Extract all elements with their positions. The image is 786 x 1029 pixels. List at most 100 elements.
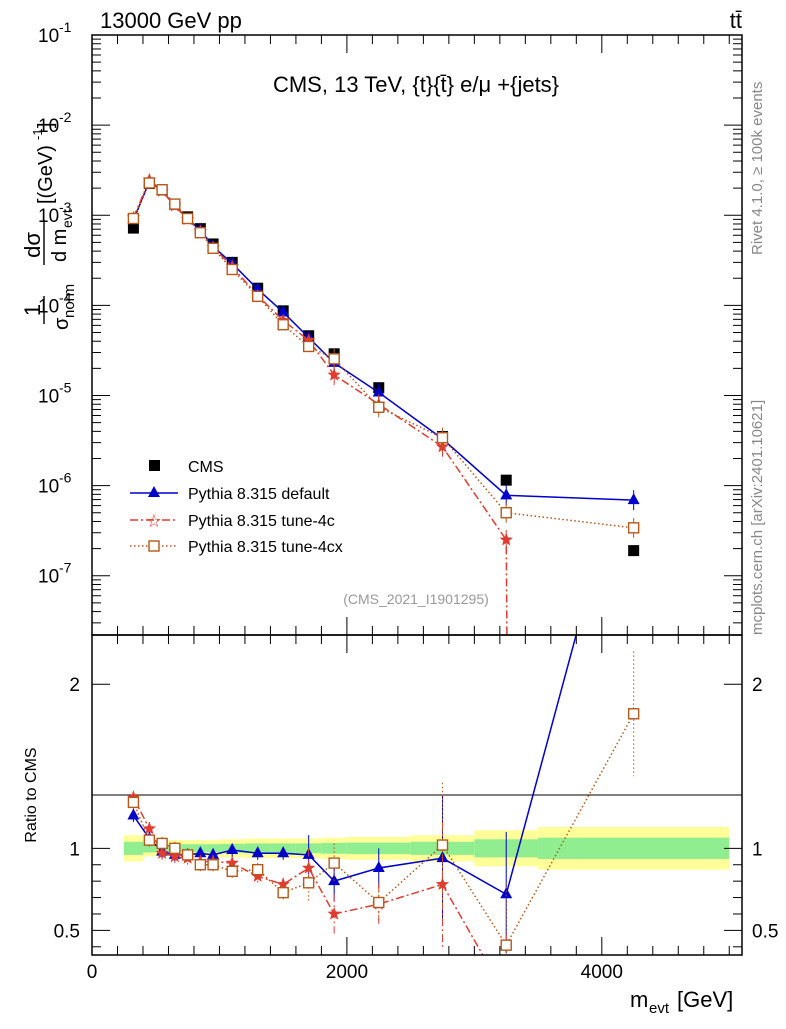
ratio-y-tick-label-right: 2 bbox=[752, 675, 763, 696]
data-point-s3-0 bbox=[127, 212, 140, 225]
svg-text:10: 10 bbox=[38, 116, 59, 137]
ratio-point-s1-9 bbox=[277, 846, 290, 858]
legend-default-marker bbox=[148, 486, 160, 497]
legend-tune4c-label: Pythia 8.315 tune-4c bbox=[188, 513, 335, 530]
svg-text:1: 1 bbox=[20, 304, 45, 316]
ratio-point-s1-5 bbox=[194, 846, 207, 858]
data-point-s3-12 bbox=[373, 401, 385, 413]
data-point-s3-14 bbox=[500, 507, 512, 519]
main-y-axis-label: 1 σ norm dσ d m evt [(GeV) -1 ] bbox=[20, 122, 78, 330]
ratio-point-s1-14 bbox=[500, 887, 513, 899]
svg-text:-1: -1 bbox=[59, 19, 72, 35]
ratio-plot-frame bbox=[91, 634, 743, 956]
ratio-y-tick-label-left: 1 bbox=[69, 839, 80, 860]
ratio-point-s3-11 bbox=[328, 857, 340, 869]
x-tick-label: 0 bbox=[87, 962, 98, 983]
ratio-point-s2-1 bbox=[142, 821, 156, 835]
ratio-point-s3-5 bbox=[194, 859, 207, 871]
ratio-point-s3-7 bbox=[226, 865, 238, 878]
x-axis-label: m evt [GeV] bbox=[630, 987, 733, 1017]
data-point-s3-4 bbox=[181, 212, 194, 225]
data-point-s3-3 bbox=[169, 198, 181, 210]
y-tick-label: 10 -3 bbox=[38, 199, 72, 227]
uncertainty-band-inner bbox=[538, 837, 730, 859]
uncertainty-band-inner bbox=[142, 844, 156, 853]
plot-title: CMS, 13 TeV, {t}{t̄} e/μ +{jets} bbox=[273, 72, 559, 97]
data-point-s3-5 bbox=[194, 227, 207, 239]
svg-text:evt: evt bbox=[59, 209, 75, 228]
y-tick-label: 10 -5 bbox=[38, 379, 72, 407]
svg-text:-5: -5 bbox=[59, 379, 72, 395]
rivet-label: Rivet 4.1.0, ≥ 100k events bbox=[749, 82, 766, 255]
ratio-point-s3-2 bbox=[156, 837, 168, 850]
series-line-3 bbox=[132, 181, 634, 529]
series-line-1 bbox=[132, 180, 634, 501]
ratio-y-axis-label: Ratio to CMS bbox=[23, 747, 40, 842]
y-tick-label: 10 -4 bbox=[38, 289, 72, 317]
svg-text:-3: -3 bbox=[59, 199, 72, 215]
svg-text:σ: σ bbox=[51, 317, 73, 330]
y-tick-label: 10 -1 bbox=[38, 19, 72, 47]
main-plot-panel: 10-110-210-310-410-510-610-7 CMS, 13 TeV… bbox=[20, 19, 743, 636]
data-point-s1-12 bbox=[372, 385, 385, 397]
legend-entry-tune4c: ☆ Pythia 8.315 tune-4c bbox=[130, 511, 335, 531]
x-tick-label: 4000 bbox=[581, 962, 623, 983]
data-point-s2-11 bbox=[327, 368, 341, 381]
ratio-point-s3-3 bbox=[169, 842, 181, 855]
ratio-point-s2-7 bbox=[225, 856, 239, 869]
legend-tune4cx-label: Pythia 8.315 tune-4cx bbox=[188, 539, 343, 556]
legend-entry-default: Pythia 8.315 default bbox=[130, 486, 330, 503]
ratio-point-s3-6 bbox=[207, 859, 219, 871]
ratio-point-s1-6 bbox=[207, 847, 220, 859]
data-point-s3-7 bbox=[226, 263, 238, 276]
ratio-point-s1-7 bbox=[226, 842, 239, 854]
svg-text:10: 10 bbox=[38, 26, 59, 47]
data-point-s1-14 bbox=[500, 488, 513, 500]
svg-text:dσ: dσ bbox=[20, 232, 45, 258]
ratio-point-s3-4 bbox=[181, 849, 194, 861]
x-tick-label: 2000 bbox=[326, 962, 368, 983]
legend-tune4cx-marker bbox=[148, 540, 160, 552]
data-point-s3-1 bbox=[143, 177, 156, 189]
ratio-point-s3-10 bbox=[302, 877, 315, 889]
ratio-y-tick-label-left: 0.5 bbox=[54, 921, 80, 942]
ratio-point-s1-12 bbox=[372, 861, 385, 873]
svg-text:norm: norm bbox=[61, 284, 78, 318]
legend-tune4c-marker: ☆ bbox=[146, 511, 162, 531]
legend-cms-label: CMS bbox=[188, 459, 224, 476]
data-point-s1-9 bbox=[277, 305, 290, 317]
svg-text:-1: -1 bbox=[30, 128, 45, 140]
ratio-plot-panel: 0.5 0.5 1 1 2 2 0 2000 4000 Ratio to CMS m evt [… bbox=[23, 634, 778, 1017]
ratio-point-s2-9 bbox=[276, 877, 290, 891]
svg-text:[(GeV): [(GeV) bbox=[35, 145, 57, 204]
y-tick-label: 10 -6 bbox=[38, 470, 72, 498]
svg-text:10: 10 bbox=[38, 296, 59, 317]
ratio-point-s2-2 bbox=[155, 846, 169, 859]
data-point-s3-15 bbox=[627, 522, 640, 534]
data-point-s2-10 bbox=[302, 333, 316, 346]
svg-text:10: 10 bbox=[38, 567, 59, 588]
ratio-point-s3-8 bbox=[251, 863, 264, 876]
svg-text:-4: -4 bbox=[59, 289, 72, 305]
data-point-s3-11 bbox=[328, 353, 340, 365]
data-point-s3-13 bbox=[436, 432, 449, 444]
ratio-point-s3-12 bbox=[373, 896, 385, 909]
y-tick-label: 10 -7 bbox=[38, 560, 72, 588]
beam-label: 13000 GeV pp bbox=[100, 8, 242, 33]
ratio-point-s1-8 bbox=[251, 846, 264, 858]
ratio-y-tick-label-left: 2 bbox=[69, 675, 80, 696]
ratio-y-tick-label-right: 1 bbox=[752, 839, 763, 860]
ratio-point-s2-11 bbox=[327, 907, 341, 920]
ratio-point-s3-1 bbox=[143, 834, 156, 846]
data-point-s3-9 bbox=[277, 319, 289, 331]
ratio-point-s3-0 bbox=[127, 796, 140, 809]
svg-text:[GeV]: [GeV] bbox=[677, 987, 733, 1012]
data-point-s3-6 bbox=[207, 242, 219, 254]
ratio-line-1 bbox=[132, 635, 577, 896]
url-label: mcplots.cern.ch [arXiv:2401.10621] bbox=[749, 400, 766, 635]
ratio-point-s2-3 bbox=[168, 849, 182, 863]
data-point-s3-8 bbox=[251, 290, 264, 303]
data-point-s3-10 bbox=[302, 340, 315, 353]
svg-text:10: 10 bbox=[38, 206, 59, 227]
